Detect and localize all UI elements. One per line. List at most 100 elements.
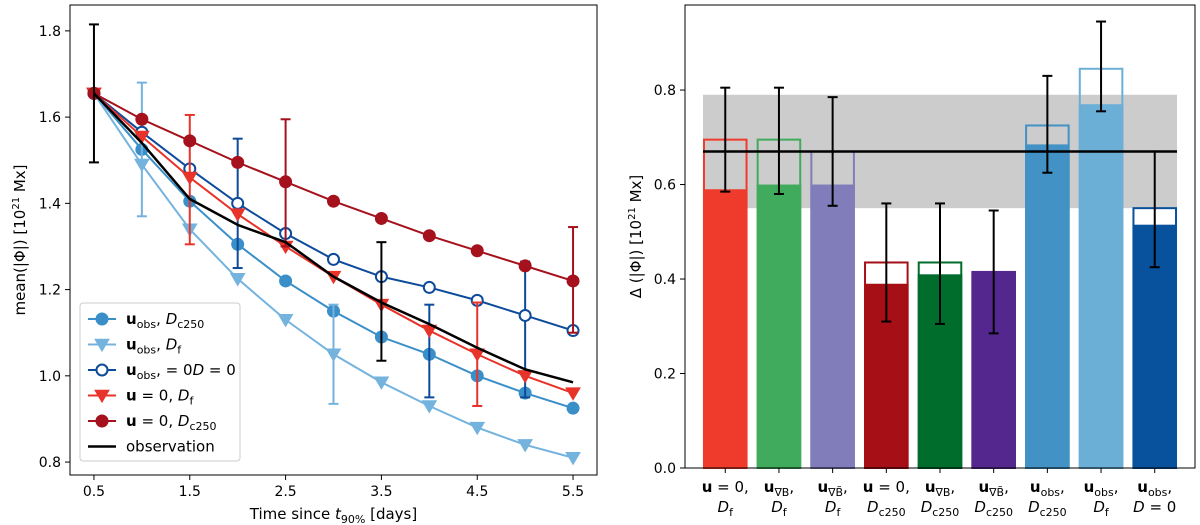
category-label-line2: Dc250	[974, 498, 1013, 519]
label-main: D	[1093, 498, 1105, 516]
data-point	[422, 229, 436, 243]
series-5	[88, 23, 574, 384]
label-main: u	[126, 310, 137, 328]
label-main: D	[867, 498, 879, 516]
y-axis-label: Δ (|Φ|) [1021 Mx]	[627, 175, 645, 299]
label-main: D	[166, 310, 178, 328]
data-point	[279, 274, 293, 288]
y-tick-label: 1.2	[39, 283, 61, 299]
label-subscript: f	[836, 506, 841, 519]
legend-item: observation	[88, 438, 215, 456]
label-subscript: c250	[1040, 506, 1067, 519]
category-label-line1: u∇B,	[925, 478, 955, 499]
label-main: D	[921, 498, 933, 516]
data-point	[279, 175, 293, 189]
data-point	[565, 452, 581, 466]
data-point	[517, 370, 534, 384]
label-subscript: obs	[1094, 486, 1114, 499]
data-point	[95, 414, 109, 428]
label-main: u	[978, 478, 989, 496]
data-point	[229, 208, 246, 222]
legend-label: uobs, = 0D = 0	[126, 361, 236, 382]
label-rest: = 0,	[873, 478, 909, 496]
category-label-line2: Df	[1093, 498, 1110, 519]
x-axis-label: Time since t90% [days]	[249, 505, 417, 525]
label-subscript: obs	[137, 369, 157, 382]
category-label-line1: u∇B̃,	[817, 478, 847, 499]
y-tick-label: 0.8	[39, 455, 61, 471]
category-label-line1: u = 0,	[863, 478, 910, 496]
y-tick-label: 1.0	[39, 369, 61, 385]
label-subscript: ∇B	[773, 486, 789, 499]
category-label-line1: u = 0,	[702, 478, 749, 496]
x-tick-label: 0.5	[83, 484, 105, 500]
category-label-line1: uobs,	[1084, 478, 1119, 499]
label-subscript: c250	[177, 318, 204, 331]
label-subscript: f	[189, 395, 194, 408]
category-label-line2: Df	[771, 498, 788, 519]
category-label-line2: Dc250	[867, 498, 906, 519]
label-subscript: f	[177, 344, 182, 357]
label-main: D	[825, 498, 837, 516]
data-point	[231, 155, 245, 169]
label-main: observation	[126, 438, 215, 456]
category-label-line2: Dc250	[921, 498, 960, 519]
data-point	[94, 389, 110, 404]
category-label-line2: Df	[718, 498, 735, 519]
y-tick-label: 1.8	[39, 24, 61, 40]
label-rest: = 0	[1145, 498, 1177, 516]
category-label-line1: u∇B̃,	[978, 478, 1008, 499]
legend-item: uobs, Df	[88, 336, 182, 357]
label-rest: [days]	[365, 505, 417, 523]
x-tick-label: 4.5	[466, 484, 488, 500]
data-point	[95, 312, 109, 326]
category-label-line2: D = 0	[1133, 498, 1176, 516]
label-subscript: c250	[189, 420, 216, 433]
data-point	[518, 308, 532, 322]
data-point	[327, 194, 340, 208]
label-main: D	[974, 498, 986, 516]
data-point	[231, 196, 245, 210]
data-point	[566, 274, 580, 288]
label-main: D	[166, 336, 178, 354]
label-rest: Time since	[249, 505, 335, 523]
label-rest: = 0,	[137, 412, 178, 430]
label-subscript: ∇B	[935, 486, 951, 499]
label-subscript: obs	[1041, 486, 1061, 499]
bar-chart-panel: 0.00.20.40.60.8Δ (|Φ|) [1021 Mx]u = 0,Df…	[627, 4, 1196, 519]
data-point	[327, 252, 340, 266]
label-rest: ,	[789, 478, 794, 496]
legend-label: u = 0, Dc250	[126, 412, 216, 433]
data-point	[181, 171, 198, 186]
data-point	[422, 280, 436, 294]
label-subscript: obs	[137, 318, 157, 331]
y-tick-label: 0.2	[654, 367, 676, 383]
label-subscript: c250	[879, 506, 906, 519]
label-main: u	[1030, 478, 1041, 496]
label-superscript: 21	[11, 197, 22, 210]
y-tick-label: 0.4	[654, 272, 676, 288]
data-point	[94, 338, 110, 353]
y-tick-label: 0.6	[654, 178, 676, 194]
label-rest: = 0,	[712, 478, 748, 496]
data-point	[565, 387, 581, 401]
data-point	[135, 112, 149, 126]
label-subscript: c250	[932, 506, 959, 519]
category-label-line2: Dc250	[1028, 498, 1067, 519]
x-tick-label: 5.5	[562, 484, 584, 500]
label-rest: ,	[156, 336, 166, 354]
label-rest: ,	[950, 478, 955, 496]
label-rest: ,	[1167, 478, 1172, 496]
data-point	[470, 244, 484, 258]
label-subscript: ∇B̃	[827, 486, 843, 499]
label-main: u	[702, 478, 713, 496]
label-main: u	[126, 412, 137, 430]
data-point	[374, 211, 388, 225]
category-label-line1: u∇B,	[764, 478, 794, 499]
label-rest: mean(|Φ|) [10	[11, 210, 29, 316]
label-subscript: ∇B̃	[988, 486, 1004, 499]
bar	[1078, 104, 1124, 468]
y-tick-label: 1.4	[39, 196, 61, 212]
data-point	[183, 134, 197, 148]
